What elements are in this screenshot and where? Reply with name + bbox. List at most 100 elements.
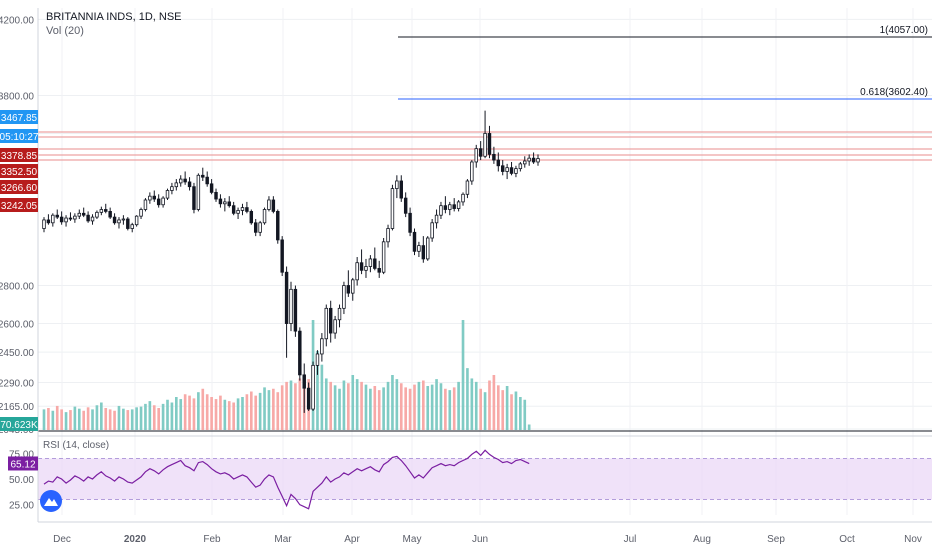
volume-bar	[496, 385, 500, 430]
candle-body	[492, 153, 496, 161]
candle-body	[346, 285, 351, 294]
volume-bar	[47, 408, 50, 430]
volume-bar	[272, 388, 275, 430]
candle-body	[126, 218, 130, 229]
time-tick-label: Oct	[839, 534, 855, 545]
volume-bar	[86, 407, 90, 430]
candle-body	[77, 212, 82, 217]
candle-body	[439, 205, 443, 216]
volume-bar	[126, 410, 130, 430]
volume-bar	[73, 406, 77, 430]
candle-body	[403, 197, 408, 214]
candle-body	[337, 307, 342, 321]
candle-body	[509, 167, 514, 174]
candle-body	[280, 239, 284, 273]
volume-bar	[223, 399, 227, 430]
volume-bar	[399, 383, 403, 430]
candle-body	[165, 190, 170, 199]
volume-bar	[157, 408, 161, 430]
candle-body	[430, 222, 434, 239]
candle-body	[421, 245, 426, 260]
volume-bar	[527, 424, 531, 430]
candle-body	[293, 288, 298, 332]
candle-body	[487, 133, 492, 155]
candle-body	[518, 163, 523, 170]
volume-bar	[267, 390, 271, 430]
candle-body	[143, 199, 148, 210]
price-badge-label: 3352.50	[1, 167, 38, 178]
candle-body	[306, 387, 311, 410]
volume-bar	[395, 379, 399, 430]
volume-bar	[413, 384, 416, 430]
volume-label[interactable]: Vol (20)	[46, 25, 84, 37]
volume-bar	[197, 392, 200, 430]
volume-bar	[148, 401, 152, 430]
candle-body	[90, 216, 95, 222]
candle-body	[412, 231, 417, 252]
candle-body	[209, 183, 214, 193]
volume-bar	[461, 320, 465, 430]
candle-body	[456, 201, 461, 209]
volume-bar	[60, 409, 63, 430]
candle-body	[218, 198, 223, 205]
price-tick-label: 2290.00	[0, 378, 34, 389]
rsi-tick-label: 25.00	[9, 501, 34, 512]
candle-body	[196, 174, 201, 210]
candle-body	[231, 205, 236, 214]
volume-bar	[69, 410, 72, 430]
candle-body	[368, 258, 373, 267]
volume-bar	[135, 407, 138, 430]
volume-bar	[174, 397, 178, 430]
volume-bar	[249, 391, 253, 430]
grid-layer	[38, 8, 932, 515]
volume-bar	[514, 391, 518, 430]
candle-body	[408, 212, 412, 233]
candle-body	[333, 319, 337, 334]
candle-body	[148, 195, 152, 201]
rsi-label[interactable]: RSI (14, close)	[43, 440, 110, 451]
candle-body	[59, 216, 64, 223]
candle-body	[505, 167, 509, 172]
time-tick-label: Aug	[693, 534, 711, 545]
candle-body	[130, 224, 134, 229]
candle-body	[500, 165, 505, 172]
volume-bar	[377, 390, 381, 430]
volume-bar	[360, 381, 363, 430]
volume-bar	[55, 405, 59, 430]
candle-body	[68, 217, 73, 220]
volume-bar	[82, 410, 86, 430]
volume-bar	[232, 402, 235, 430]
candle-body	[364, 266, 368, 271]
candle-body	[121, 218, 126, 221]
candle-body	[262, 209, 267, 224]
time-tick-label: May	[403, 534, 422, 545]
price-badge	[0, 417, 38, 431]
candle-body	[474, 148, 478, 163]
candle-body	[271, 199, 276, 212]
volume-bar	[285, 381, 288, 430]
candle-body	[201, 174, 205, 178]
volume-bar	[166, 399, 169, 430]
volume-bar	[391, 375, 394, 430]
candle-body	[152, 195, 156, 200]
volume-bar	[205, 394, 209, 430]
price-tick-label: 4200.00	[0, 15, 34, 26]
candle-body	[284, 271, 289, 324]
volume-bar	[214, 399, 218, 430]
volume-bar	[444, 388, 447, 430]
candle-body	[99, 209, 104, 213]
price-badge-label: 05:10:27	[0, 132, 39, 143]
volume-layer	[42, 320, 531, 430]
rsi-layer	[38, 449, 932, 510]
candle-body	[470, 161, 474, 182]
volume-bar	[435, 379, 438, 430]
candle-body	[276, 210, 280, 241]
candle-body	[461, 193, 465, 203]
candle-body	[227, 201, 231, 207]
candle-body	[86, 214, 90, 222]
volume-bar	[139, 406, 143, 430]
symbol-title[interactable]: BRITANNIA INDS, 1D, NSE	[46, 11, 182, 23]
candle-body	[342, 285, 346, 309]
tradingview-logo-icon[interactable]	[40, 490, 62, 512]
volume-bar	[152, 405, 156, 430]
